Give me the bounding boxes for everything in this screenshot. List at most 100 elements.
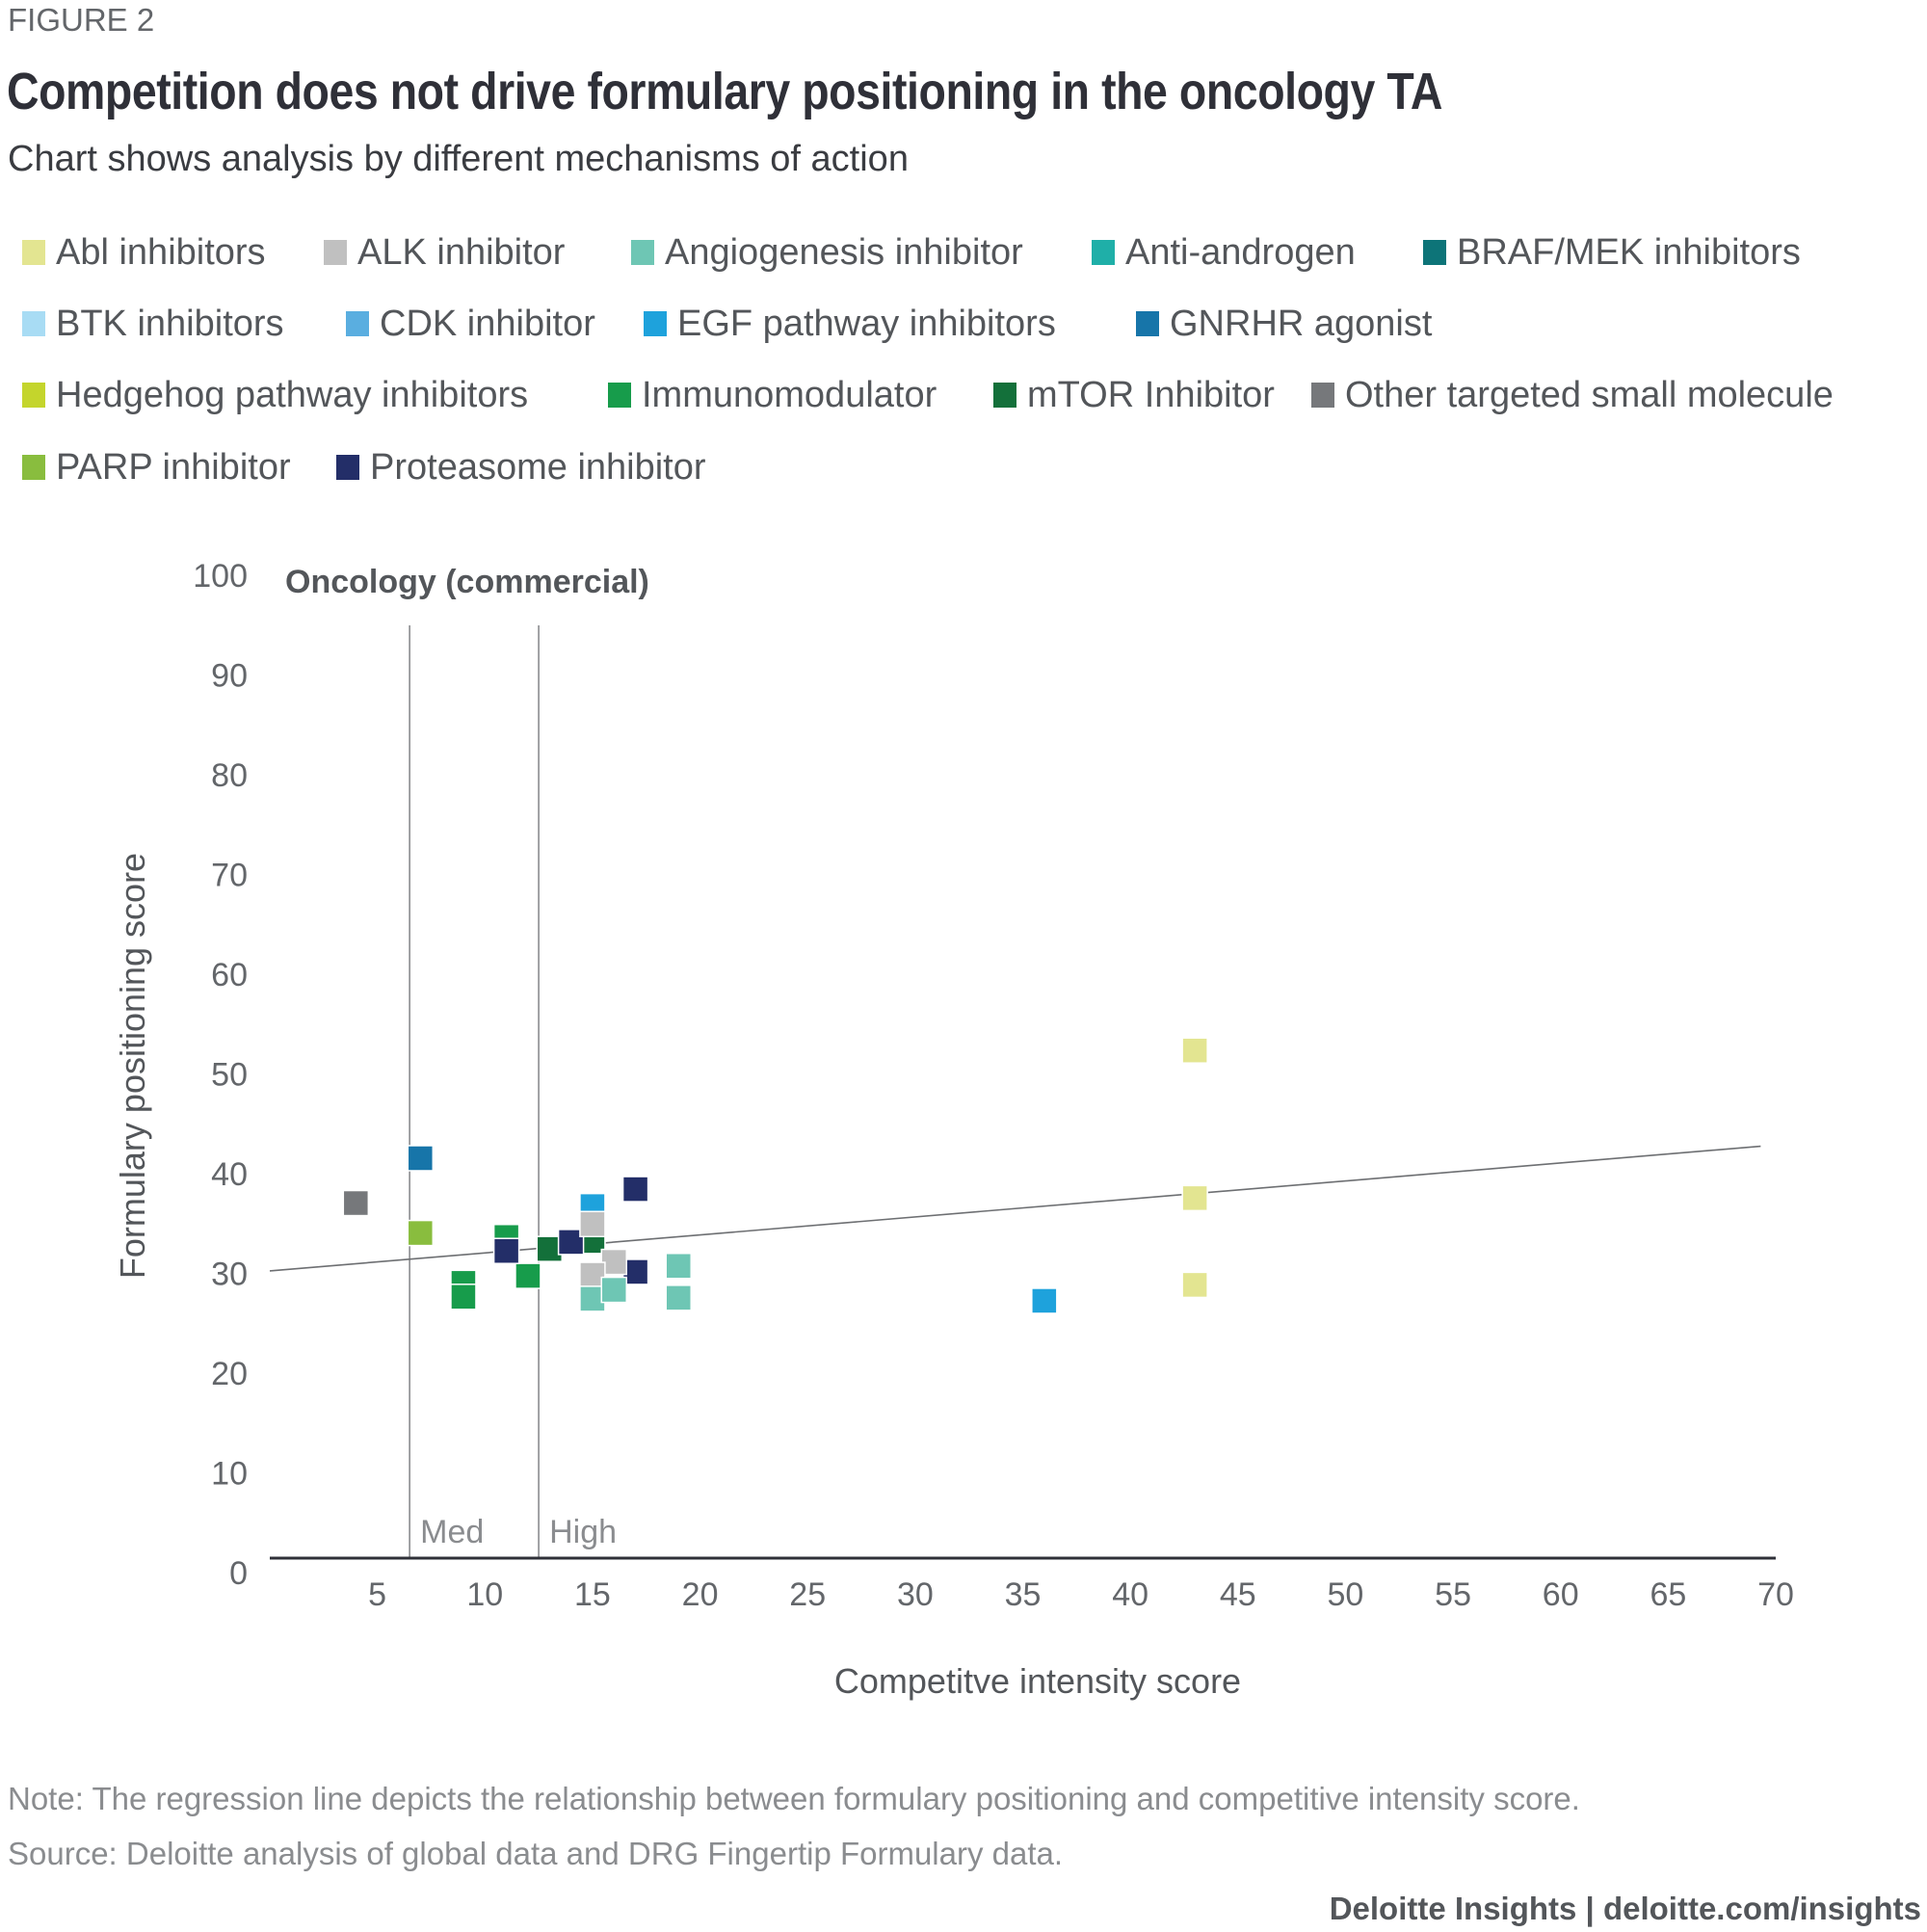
legend-item: Hedgehog pathway inhibitors xyxy=(22,373,528,417)
data-point xyxy=(665,1284,692,1311)
y-axis-title: Formulary positioning score xyxy=(113,853,152,1279)
figure-label: FIGURE 2 xyxy=(8,2,155,38)
data-point xyxy=(515,1262,541,1289)
legend-label: Anti-androgen xyxy=(1125,231,1356,273)
x-tick-label: 25 xyxy=(789,1576,826,1613)
legend-label: GNRHR agonist xyxy=(1170,303,1433,344)
legend-label: EGF pathway inhibitors xyxy=(677,303,1056,344)
data-point xyxy=(1031,1287,1058,1314)
legend-label: Hedgehog pathway inhibitors xyxy=(56,374,529,415)
legend-item: Other targeted small molecule xyxy=(1311,373,1834,417)
x-tick-label: 5 xyxy=(368,1576,386,1613)
legend-swatch-icon xyxy=(1092,240,1115,265)
data-point xyxy=(1181,1184,1208,1212)
reference-label-high: High xyxy=(549,1514,617,1550)
data-point xyxy=(407,1145,435,1172)
legend-swatch-icon xyxy=(631,240,654,265)
legend-swatch-icon xyxy=(1311,383,1334,408)
legend-swatch-icon xyxy=(608,383,631,408)
chart-subtitle: Chart shows analysis by different mechan… xyxy=(8,139,909,179)
data-point xyxy=(665,1252,692,1280)
x-tick-label: 35 xyxy=(1005,1576,1042,1613)
legend-item: Abl inhibitors xyxy=(22,230,266,275)
y-tick-label: 40 xyxy=(211,1156,248,1193)
x-tick-label: 55 xyxy=(1435,1576,1471,1613)
data-point xyxy=(407,1219,435,1247)
data-point xyxy=(579,1210,606,1238)
legend-item: EGF pathway inhibitors xyxy=(644,302,1056,346)
legend-swatch-icon xyxy=(22,311,45,336)
legend-swatch-icon xyxy=(1423,240,1446,265)
chart-title: Competition does not drive formulary pos… xyxy=(7,63,1442,120)
y-tick-label: 10 xyxy=(211,1456,248,1493)
legend-swatch-icon xyxy=(1136,311,1159,336)
legend-item: GNRHR agonist xyxy=(1136,302,1432,346)
legend-swatch-icon xyxy=(22,240,45,265)
y-tick-label: 30 xyxy=(211,1257,248,1293)
x-tick-label: 45 xyxy=(1220,1576,1256,1613)
y-tick-label: 0 xyxy=(229,1555,248,1592)
legend-label: CDK inhibitor xyxy=(380,303,595,344)
legend-item: BRAF/MEK inhibitors xyxy=(1423,230,1801,275)
data-point xyxy=(600,1276,628,1304)
legend-label: Immunomodulator xyxy=(642,374,937,415)
legend-item: PARP inhibitor xyxy=(22,445,291,490)
legend-swatch-icon xyxy=(644,311,667,336)
legend-item: ALK inhibitor xyxy=(324,230,565,275)
data-point xyxy=(450,1284,477,1310)
legend-item: Angiogenesis inhibitor xyxy=(631,230,1023,275)
data-point xyxy=(492,1237,520,1264)
legend-swatch-icon xyxy=(22,383,45,408)
legend-swatch-icon xyxy=(324,240,347,265)
legend-item: mTOR Inhibitor xyxy=(993,373,1275,417)
legend-label: PARP inhibitor xyxy=(56,446,291,488)
footnote: Note: The regression line depicts the re… xyxy=(8,1781,1580,1816)
legend-item: CDK inhibitor xyxy=(346,302,595,346)
x-tick-label: 60 xyxy=(1543,1576,1579,1613)
axes: 5 10 15 20 25 30 35 40 45 50 55 60 65 70 0 10 20 30 40 50 60… xyxy=(193,558,1794,1613)
x-tick-label: 10 xyxy=(466,1576,503,1613)
legend-label: Angiogenesis inhibitor xyxy=(665,231,1023,273)
legend-item: Proteasome inhibitor xyxy=(336,445,706,490)
y-tick-label: 60 xyxy=(211,957,248,993)
legend-label: mTOR Inhibitor xyxy=(1027,374,1275,415)
legend-label: BTK inhibitors xyxy=(56,303,284,344)
y-tick-label: 20 xyxy=(211,1356,248,1392)
data-points xyxy=(342,1037,1208,1314)
legend-label: Abl inhibitors xyxy=(56,231,266,273)
legend-label: BRAF/MEK inhibitors xyxy=(1457,231,1801,273)
legend-item: Anti-androgen xyxy=(1092,230,1356,275)
data-point xyxy=(1181,1037,1208,1064)
legend-label: Other targeted small molecule xyxy=(1345,374,1834,415)
data-point xyxy=(621,1176,649,1203)
x-tick-label: 65 xyxy=(1650,1576,1686,1613)
x-tick-label: 20 xyxy=(682,1576,719,1613)
x-tick-label: 15 xyxy=(574,1576,611,1613)
reference-lines: Med High xyxy=(409,625,617,1558)
y-tick-label: 50 xyxy=(211,1057,248,1094)
reference-label-med: Med xyxy=(420,1514,484,1550)
x-tick-label: 40 xyxy=(1112,1576,1148,1613)
brand-credit: Deloitte Insights | deloitte.com/insight… xyxy=(1329,1891,1921,1926)
legend-swatch-icon xyxy=(346,311,369,336)
legend-swatch-icon xyxy=(22,455,45,480)
y-tick-label: 70 xyxy=(211,858,248,894)
legend-label: Proteasome inhibitor xyxy=(370,446,706,488)
x-tick-label: 70 xyxy=(1757,1576,1794,1613)
y-tick-label: 100 xyxy=(193,558,248,595)
legend-label: ALK inhibitor xyxy=(357,231,566,273)
x-axis-title: Competitve intensity score xyxy=(834,1661,1241,1701)
y-tick-label: 90 xyxy=(211,658,248,695)
y-tick-label: 80 xyxy=(211,757,248,794)
data-point xyxy=(342,1189,370,1217)
legend-swatch-icon xyxy=(336,455,359,480)
legend-item: BTK inhibitors xyxy=(22,302,284,346)
panel-title: Oncology (commercial) xyxy=(285,564,649,600)
x-tick-label: 50 xyxy=(1328,1576,1364,1613)
x-tick-label: 30 xyxy=(897,1576,934,1613)
source-note: Source: Deloitte analysis of global data… xyxy=(8,1836,1064,1871)
legend-swatch-icon xyxy=(993,383,1016,408)
legend-item: Immunomodulator xyxy=(608,373,937,417)
data-point xyxy=(1181,1271,1208,1299)
